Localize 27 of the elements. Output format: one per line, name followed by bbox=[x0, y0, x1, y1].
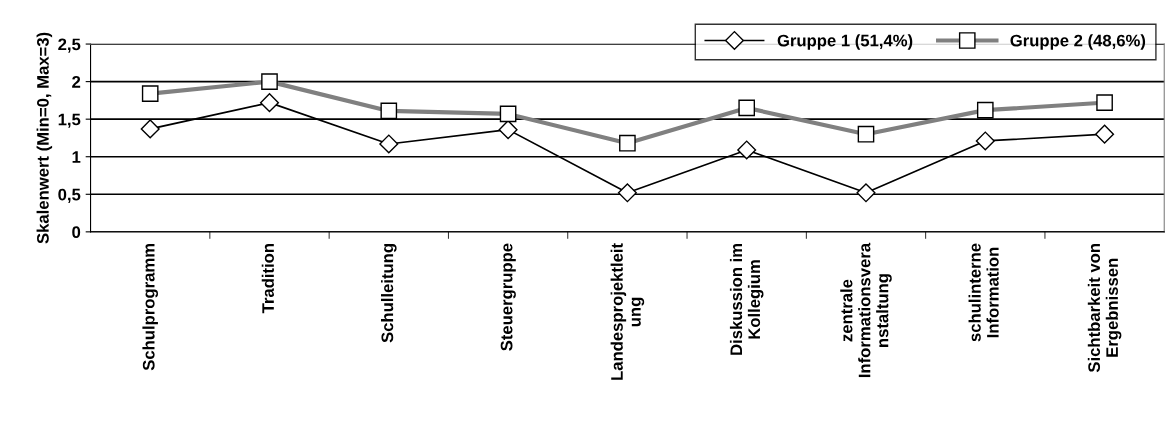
x-tick-label: Sichtbarkeit von Ergebnissen bbox=[1087, 243, 1122, 373]
y-tick-label: 1,5 bbox=[58, 113, 81, 128]
point bbox=[1095, 124, 1115, 144]
x-tick-label: schulinterne Information bbox=[968, 243, 999, 342]
point bbox=[259, 93, 280, 113]
point bbox=[617, 183, 637, 203]
x-tick-label: zentrale Informationsvera nstaltung bbox=[840, 242, 892, 378]
x-tick-label: Diskussion im Kollegium bbox=[729, 243, 764, 355]
point bbox=[140, 119, 160, 139]
x-tick-label: Landesprojektleit ung bbox=[610, 243, 645, 380]
y-axis-title: Skalenwert (Min=0, Max=3) bbox=[36, 32, 53, 244]
y-tick-label: 2 bbox=[72, 76, 81, 88]
point bbox=[498, 120, 518, 140]
point bbox=[856, 183, 876, 203]
point bbox=[975, 131, 995, 151]
y-tick-label: 1 bbox=[72, 151, 81, 163]
y-tick-label: 0 bbox=[72, 226, 81, 239]
legend-label: Gruppe 2 (48,6%) bbox=[1010, 34, 1146, 50]
y-tick-label: 2,5 bbox=[58, 38, 81, 53]
x-tick-label: Steuergruppe bbox=[500, 243, 516, 351]
x-tick-label: Tradition bbox=[261, 243, 274, 314]
x-tick-label: Schulleitung bbox=[380, 244, 397, 343]
y-tick-label: 0,5 bbox=[58, 188, 81, 203]
x-tick-label: Schulprogramm bbox=[142, 243, 159, 371]
point bbox=[737, 140, 757, 160]
legend-label: Gruppe 1 (51,4%) bbox=[777, 34, 913, 50]
point bbox=[379, 134, 399, 154]
